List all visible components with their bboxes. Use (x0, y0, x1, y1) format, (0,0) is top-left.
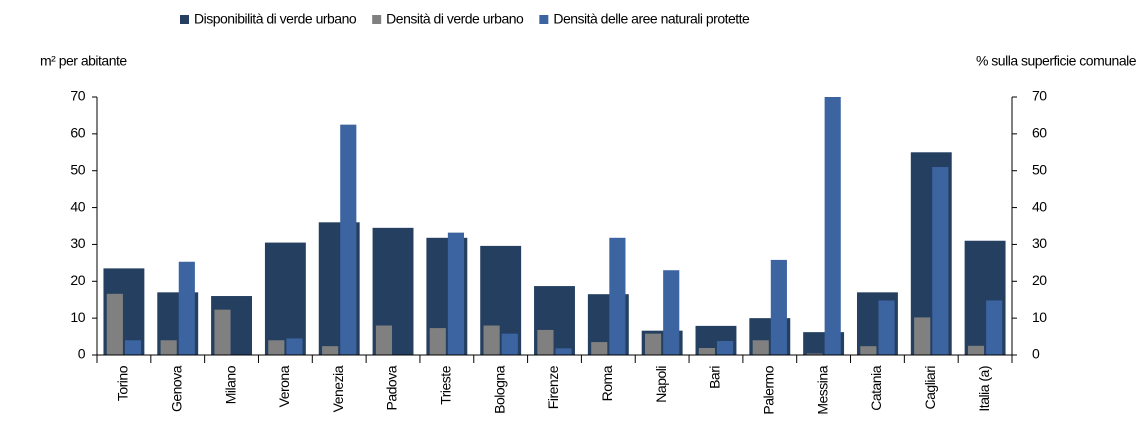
bar (160, 340, 177, 355)
x-tick-label: Padova (384, 365, 400, 410)
x-tick-label: Napoli (653, 366, 669, 403)
y-axis-label: m² per abitante (40, 53, 127, 69)
bar (932, 167, 949, 355)
bar (214, 309, 231, 355)
bar (698, 347, 715, 355)
y-tick-label: 60 (70, 125, 85, 141)
bar (447, 232, 464, 355)
bar (663, 270, 680, 355)
y2-tick-label: 50 (1032, 161, 1047, 177)
bar (268, 340, 285, 355)
y-tick-label: 10 (70, 309, 85, 325)
y2-tick-label: 60 (1032, 125, 1047, 141)
legend-swatch (180, 15, 189, 24)
x-tick-label: Messina (814, 365, 830, 414)
x-tick-label: Torino (115, 365, 131, 401)
y2-tick-label: 20 (1032, 272, 1047, 288)
x-tick-label: Milano (222, 365, 238, 404)
bar (106, 293, 123, 355)
y2-axis-label: % sulla superficie comunale (976, 53, 1137, 69)
y2-tick-label: 40 (1032, 198, 1047, 214)
bar (770, 259, 787, 355)
y-tick-label: 20 (70, 272, 85, 288)
x-tick-label: Roma (599, 365, 615, 401)
bar (264, 242, 306, 355)
x-tick-label: Catania (868, 365, 884, 410)
bar (716, 340, 734, 355)
legend-label: Densità delle aree naturali protette (553, 11, 750, 27)
legend-swatch (539, 15, 549, 24)
bar (860, 346, 877, 355)
bar (286, 338, 303, 355)
bar (967, 345, 985, 355)
legend-swatch (372, 15, 382, 24)
legend-label: Disponibilità di verde urbano (194, 11, 357, 27)
bar (429, 328, 446, 355)
x-tick-label: Trieste (438, 365, 454, 404)
y2-tick-label: 0 (1032, 346, 1040, 362)
y-tick-label: 0 (78, 346, 86, 362)
y-tick-label: 40 (70, 198, 85, 214)
y2-tick-label: 30 (1032, 235, 1047, 251)
x-tick-label: Genova (168, 365, 184, 412)
y-tick-label: 70 (70, 88, 85, 104)
y2-tick-label: 10 (1032, 309, 1047, 325)
bar (878, 300, 895, 355)
x-tick-label: Italia (a) (976, 366, 992, 412)
x-tick-label: Bologna (491, 365, 507, 414)
bar (322, 346, 339, 355)
x-tick-label: Palermo (760, 365, 776, 414)
bar (752, 340, 769, 355)
bar (555, 348, 572, 355)
bar (986, 300, 1003, 355)
y2-tick-label: 70 (1032, 88, 1047, 104)
bar (375, 325, 393, 355)
bar (645, 333, 662, 355)
bar (591, 342, 608, 355)
bar (609, 237, 626, 355)
bar (340, 124, 357, 356)
x-tick-label: Verona (276, 365, 292, 407)
bar (914, 317, 931, 355)
legend-label: Densità di verde urbano (386, 11, 524, 27)
bar (824, 97, 841, 355)
bar (537, 329, 554, 355)
bar (501, 333, 518, 355)
bar (806, 353, 823, 355)
bar (483, 325, 500, 355)
x-tick-label: Cagliari (922, 366, 938, 410)
x-tick-label: Bari (707, 366, 723, 389)
bar (178, 261, 195, 355)
x-tick-label: Venezia (330, 365, 346, 412)
y-tick-label: 50 (70, 161, 85, 177)
x-tick-label: Firenze (545, 365, 561, 409)
bar (124, 340, 142, 355)
y-tick-label: 30 (70, 235, 85, 251)
